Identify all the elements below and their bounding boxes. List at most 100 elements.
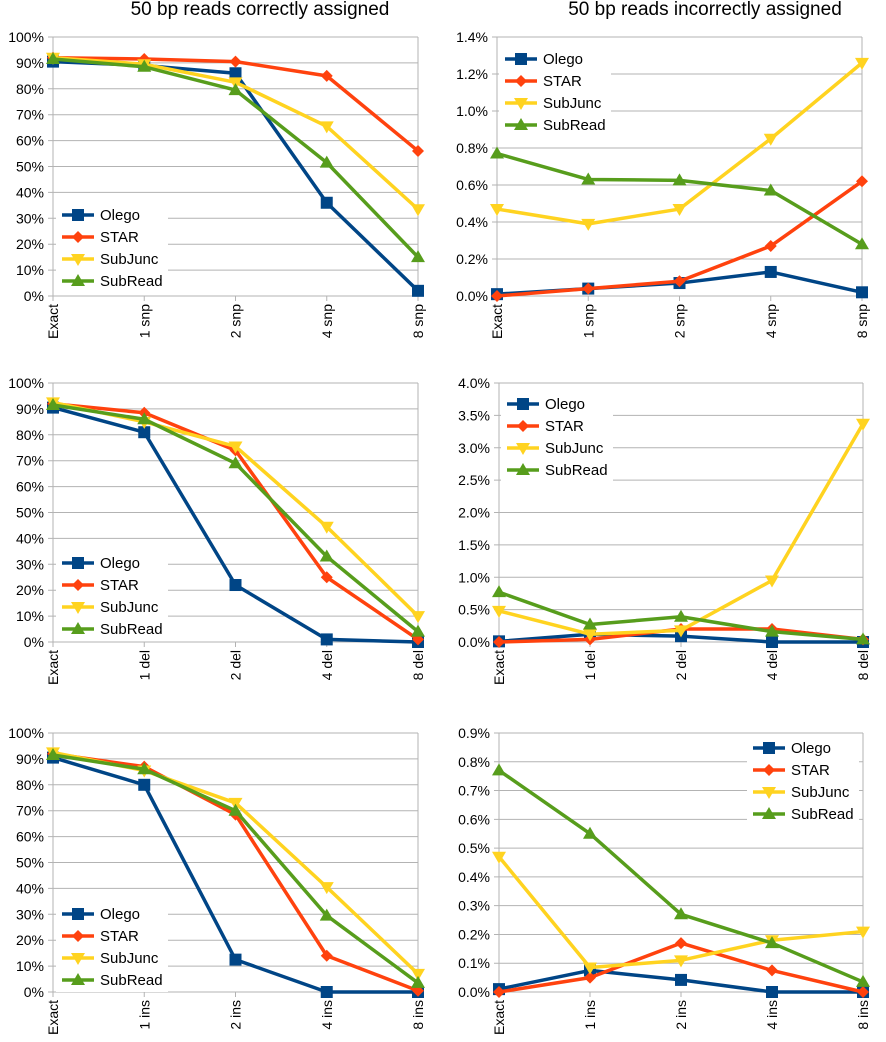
data-point [673,275,686,288]
legend: Olego STAR SubJunc SubRead [501,392,613,482]
x-tick-label: 8 ins [410,1000,426,1030]
legend-marker-icon [71,274,85,286]
y-tick-label: 1.4% [456,29,488,45]
data-point [228,441,243,454]
y-tick-label: 50% [16,855,44,871]
data-point [137,412,152,425]
data-point [674,625,688,638]
data-point [583,962,597,975]
legend-item-subread: SubRead [507,462,608,479]
x-tick-label: 4 ins [319,1000,335,1030]
data-point [675,973,687,986]
data-point [320,69,333,82]
data-point [319,121,334,134]
legend-marker-icon [763,764,775,776]
legend-item-subread: SubRead [62,273,163,290]
legend-marker-icon [515,75,527,87]
y-tick-label: 10% [16,958,44,974]
data-point [766,636,778,648]
data-point [411,975,425,988]
x-tick-label: 4 snp [319,304,335,338]
data-point [672,204,687,217]
legend-item-subread: SubRead [505,117,606,134]
data-point [672,173,687,186]
y-tick-label: 30% [16,906,44,922]
legend-label: Olego [543,51,583,68]
x-tick-label: 8 snp [854,304,870,338]
data-point [137,762,152,775]
chart-title-left: 50 bp reads correctly assigned [131,0,390,20]
data-point [764,265,777,278]
y-tick-label: 100% [8,29,44,45]
y-tick-label: 0.4% [458,869,490,885]
legend-marker-icon [71,254,85,266]
x-tick-label: 4 ins [764,1000,780,1030]
data-point [675,937,687,950]
y-tick-label: 50% [16,505,44,521]
data-point [138,778,151,791]
y-tick-label: 60% [16,133,44,149]
data-point [764,240,777,253]
y-tick-label: 2.0% [458,505,490,521]
y-tick-label: 1.0% [456,103,488,119]
y-tick-label: 1.5% [458,537,490,553]
chart-title-right: 50 bp reads incorrectly assigned [568,0,842,20]
x-tick-label: 8 ins [855,1000,871,1030]
y-tick-label: 20% [16,582,44,598]
data-point [492,605,506,618]
data-point [492,851,506,864]
data-point [228,803,243,816]
y-tick-label: 2.5% [458,472,490,488]
legend-marker-icon [72,557,84,569]
legend-marker-icon [517,420,529,432]
y-tick-label: 50% [16,159,44,175]
data-point [319,549,334,562]
y-tick-label: 100% [8,725,44,741]
legend-marker-icon [516,443,530,455]
legend-label: SubRead [100,621,163,638]
data-point [855,57,869,70]
plot-5: 0% 10% 20% 30% 40% 50% 60% 70% 80% 90% 100% Exact 1 … [8,725,426,1035]
legend-item-star: STAR [507,418,584,435]
y-tick-label: 0.6% [456,177,488,193]
y-tick-label: 30% [16,210,44,226]
y-tick-label: 0.2% [458,926,490,942]
data-point [492,585,506,598]
y-tick-label: 0.9% [458,725,490,741]
x-tick-label: 4 snp [763,304,779,338]
data-point [856,418,870,431]
legend-marker-icon [72,579,84,591]
data-point [319,521,334,534]
y-tick-label: 70% [16,107,44,123]
x-tick-label: 8 snp [410,304,426,338]
y-tick-label: 10% [16,262,44,278]
data-point [490,204,504,217]
data-point [319,155,334,168]
plot-4: 0.0% 0.5% 1.0% 1.5% 2.0% 2.5% 3.0% 3.5% 4.0% Exac… [458,375,871,685]
legend-item-subjunc: SubJunc [62,251,159,268]
legend-label: STAR [791,762,830,779]
legend-label: SubJunc [791,784,850,801]
x-tick-label: Exact [489,304,505,339]
series-subread [490,146,869,250]
legend-label: STAR [100,577,139,594]
x-tick-label: 1 snp [580,304,596,338]
y-tick-label: 80% [16,427,44,443]
legend-marker-icon [71,622,85,634]
legend-item-subjunc: SubJunc [505,95,602,112]
legend-label: SubJunc [100,599,159,616]
legend-marker-icon [763,742,775,754]
series-star [493,937,869,998]
x-tick-label: 1 snp [136,304,152,338]
y-tick-label: 10% [16,608,44,624]
legend-label: STAR [100,928,139,945]
x-tick-label: 2 snp [672,304,688,338]
legend-label: Olego [100,906,140,923]
x-tick-label: Exact [45,650,61,685]
plot-2: 0.0% 0.2% 0.4% 0.6% 0.8% 1.0% 1.2% 1.4% Exact 1 s… [456,29,870,339]
data-point [584,971,596,984]
x-tick-label: 1 del [136,650,152,680]
series-subread [46,52,425,263]
data-point [46,748,60,761]
y-tick-label: 4.0% [458,375,490,391]
